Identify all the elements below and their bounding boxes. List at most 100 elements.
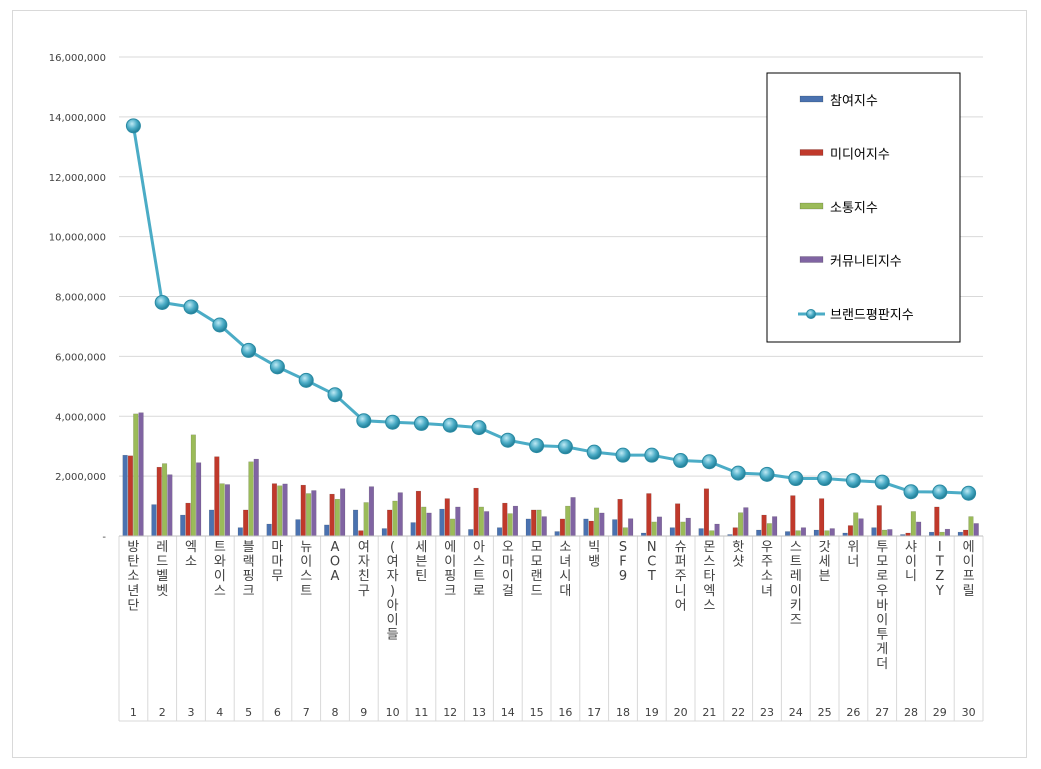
bar-커뮤니티지수 <box>426 512 432 537</box>
rank-label: 11 <box>414 706 428 719</box>
point-브랜드평판지수 <box>557 439 573 455</box>
bar-소통지수 <box>363 502 369 537</box>
bar-참여지수 <box>583 518 589 537</box>
bar-미디어지수 <box>761 514 767 537</box>
bar-참여지수 <box>497 527 503 537</box>
rank-label: 15 <box>530 706 544 719</box>
bar-참여지수 <box>785 531 791 537</box>
brand-reputation-chart: - 2,000,000 4,000,000 6,000,000 8,000,000 10,… <box>49 53 984 722</box>
legend-label: 참여지수 <box>830 94 878 109</box>
point-브랜드평판지수 <box>413 415 429 431</box>
bar-참여지수 <box>151 504 157 537</box>
bar-소통지수 <box>450 518 456 537</box>
legend-label: 브랜드평판지수 <box>830 308 914 323</box>
bar-소통지수 <box>968 516 974 537</box>
rank-label: 4 <box>216 706 223 719</box>
point-브랜드평판지수 <box>529 438 545 454</box>
bar-미디어지수 <box>387 509 393 537</box>
point-브랜드평판지수 <box>269 359 285 375</box>
bar-참여지수 <box>669 527 675 537</box>
rank-label: 20 <box>674 706 688 719</box>
y-tick-label: - <box>102 532 106 543</box>
point-브랜드평판지수 <box>385 414 401 430</box>
bar-참여지수 <box>957 531 963 537</box>
bar-참여지수 <box>525 518 531 537</box>
bar-미디어지수 <box>156 466 162 537</box>
chart-frame: - 2,000,000 4,000,000 6,000,000 8,000,000 10,… <box>12 10 1027 758</box>
rank-label: 6 <box>274 706 281 719</box>
y-tick-label: 2,000,000 <box>55 472 106 483</box>
point-브랜드평판지수 <box>817 471 833 487</box>
bar-커뮤니티지수 <box>368 486 375 537</box>
bar-미디어지수 <box>646 493 652 537</box>
point-브랜드평판지수 <box>241 342 257 358</box>
gridlines <box>119 56 983 537</box>
bar-커뮤니티지수 <box>455 506 461 537</box>
bar-미디어지수 <box>617 498 623 537</box>
bar-소통지수 <box>910 511 916 537</box>
legend-swatch <box>799 149 824 156</box>
point-브랜드평판지수 <box>154 294 170 310</box>
legend-swatch <box>799 256 824 263</box>
legend-label: 미디어지수 <box>830 148 890 163</box>
bar-커뮤니티지수 <box>253 458 259 537</box>
bar-소통지수 <box>190 434 196 537</box>
bar-미디어지수 <box>329 493 335 537</box>
point-브랜드평판지수 <box>212 317 228 333</box>
bar-커뮤니티지수 <box>138 412 144 537</box>
bar-커뮤니티지수 <box>311 490 317 537</box>
rank-label: 23 <box>760 706 774 719</box>
bar-커뮤니티지수 <box>340 488 346 537</box>
y-tick-label: 6,000,000 <box>55 352 106 363</box>
rank-label: 14 <box>501 706 515 719</box>
bar-참여지수 <box>122 454 128 537</box>
rank-label: 19 <box>645 706 659 719</box>
point-브랜드평판지수 <box>644 447 660 463</box>
bar-참여지수 <box>324 524 330 537</box>
bar-커뮤니티지수 <box>887 529 893 537</box>
legend-swatch <box>799 202 824 210</box>
point-브랜드평판지수 <box>471 420 487 436</box>
bar-미디어지수 <box>732 527 738 537</box>
bar-커뮤니티지수 <box>570 497 576 537</box>
bar-미디어지수 <box>531 509 537 537</box>
bars-layer <box>122 412 979 537</box>
bar-커뮤니티지수 <box>829 528 835 537</box>
bar-참여지수 <box>871 527 877 537</box>
point-브랜드평판지수 <box>701 454 717 470</box>
bar-참여지수 <box>468 529 474 537</box>
bar-커뮤니티지수 <box>196 462 202 537</box>
category-label: (여 자) 아 이 들 <box>387 540 399 643</box>
rank-label: 27 <box>875 706 889 719</box>
bar-미디어지수 <box>502 502 508 537</box>
bar-미디어지수 <box>963 529 969 537</box>
rank-label: 16 <box>558 706 572 719</box>
bar-소통지수 <box>795 530 801 537</box>
legend-label: 소통지수 <box>830 201 878 216</box>
bar-커뮤니티지수 <box>282 483 288 537</box>
rank-label: 3 <box>188 706 195 719</box>
rank-label: 21 <box>702 706 716 719</box>
bar-참여지수 <box>353 509 359 537</box>
bar-커뮤니티지수 <box>397 492 403 537</box>
bar-참여지수 <box>237 527 243 537</box>
bar-미디어지수 <box>127 455 133 537</box>
point-브랜드평판지수 <box>673 453 689 469</box>
bar-미디어지수 <box>703 488 709 537</box>
bar-커뮤니티지수 <box>916 521 922 537</box>
point-브랜드평판지수 <box>932 484 948 500</box>
bar-미디어지수 <box>185 502 191 537</box>
